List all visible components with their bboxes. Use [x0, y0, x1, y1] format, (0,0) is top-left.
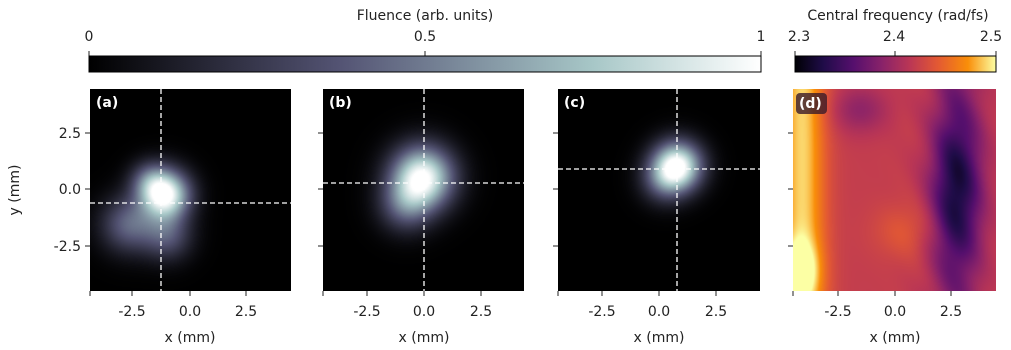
panel-c-xtick-label-0: -2.5 — [588, 304, 615, 320]
panel-d-label: (d) — [799, 96, 822, 112]
panel-c: (c) -2.5 0.0 2.5 x (mm) — [553, 89, 760, 346]
panel-a-ytick-label-2: -2.5 — [54, 239, 81, 255]
panel-a-ytick-label-0: 2.5 — [59, 126, 81, 142]
panel-b-xlabel: x (mm) — [399, 330, 450, 346]
fluence-colorbar-bar — [88, 55, 762, 73]
frequency-colorbar-label: Central frequency (rad/fs) — [807, 8, 988, 24]
panel-d-heatmap — [793, 89, 996, 291]
panel-d-label-box — [796, 93, 827, 114]
panel-a-xlabel: x (mm) — [165, 330, 216, 346]
panel-b-xtick-label-1: 0.0 — [413, 304, 435, 320]
panel-c-label: (c) — [564, 95, 585, 111]
panel-a-xtick-label-1: 0.0 — [179, 304, 201, 320]
panel-c-xtick-label-2: 2.5 — [705, 304, 727, 320]
panel-d: (d) -2.5 0.0 2.5 x (mm) — [788, 89, 996, 346]
panel-b-label: (b) — [329, 95, 352, 111]
fluence-tick-label-2: 1 — [757, 29, 766, 45]
panel-a-heatmap — [90, 89, 291, 291]
frequency-colorbar: Central frequency (rad/fs) 2.3 2.4 2.5 — [788, 8, 1002, 73]
frequency-tick-label-2: 2.5 — [980, 29, 1002, 45]
panel-a-xtick-label-2: 2.5 — [235, 304, 257, 320]
panel-c-xlabel: x (mm) — [634, 330, 685, 346]
panel-c-xtick-label-1: 0.0 — [648, 304, 670, 320]
panel-a-xtick-label-0: -2.5 — [118, 304, 145, 320]
y-axis-label: y (mm) — [7, 165, 23, 216]
panel-b-xtick-label-0: -2.5 — [353, 304, 380, 320]
fluence-tick-label-1: 0.5 — [414, 29, 436, 45]
frequency-tick-label-0: 2.3 — [788, 29, 810, 45]
panel-a-label: (a) — [96, 95, 118, 111]
panel-d-xtick-label-0: -2.5 — [824, 304, 851, 320]
panel-d-xtick-label-2: 2.5 — [940, 304, 962, 320]
fluence-tick-label-0: 0 — [85, 29, 94, 45]
frequency-colorbar-bar — [794, 55, 997, 73]
panel-b: (b) -2.5 0.0 2.5 x (mm) — [318, 89, 524, 346]
panel-d-xlabel: x (mm) — [870, 330, 921, 346]
fluence-colorbar: Fluence (arb. units) 0 0.5 1 — [85, 8, 766, 73]
fluence-colorbar-label: Fluence (arb. units) — [357, 8, 494, 24]
panel-d-xtick-label-1: 0.0 — [884, 304, 906, 320]
frequency-tick-label-1: 2.4 — [883, 29, 905, 45]
panel-c-heatmap — [558, 89, 760, 291]
panel-a: (a) -2.5 0.0 2.5 2.5 0.0 -2.5 x (mm) y (… — [7, 89, 291, 346]
panel-a-ytick-label-1: 0.0 — [59, 182, 81, 198]
panel-b-xtick-label-2: 2.5 — [470, 304, 492, 320]
